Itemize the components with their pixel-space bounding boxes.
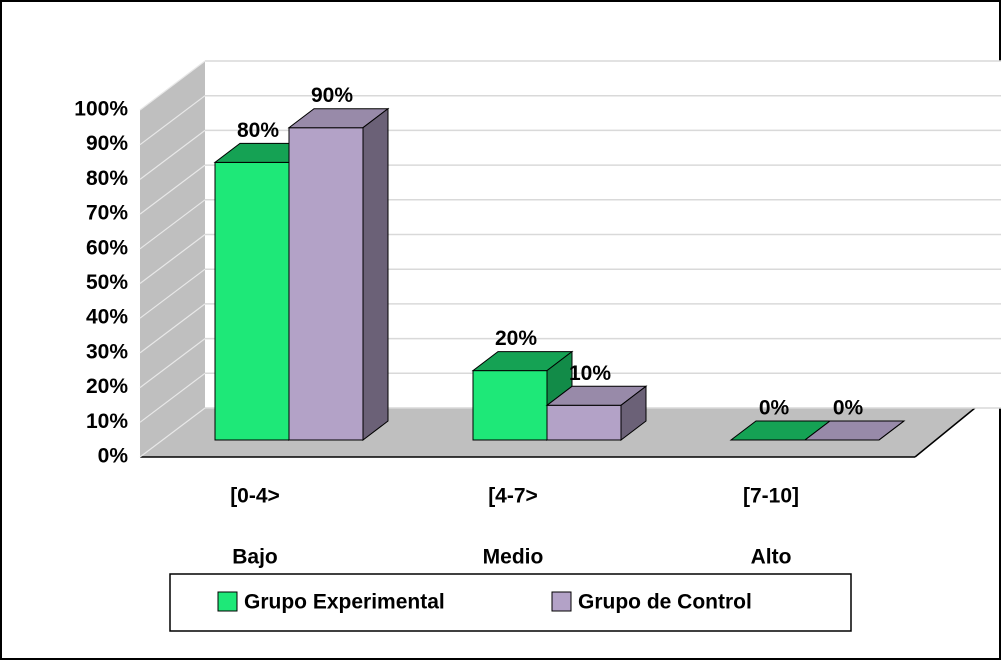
- legend-swatch: [551, 591, 572, 612]
- y-tick-label: 90%: [86, 132, 128, 155]
- bar-front: [214, 161, 290, 441]
- x-tick-label: [4-7>: [488, 485, 538, 508]
- bar-side: [878, 420, 905, 441]
- grid-line: [139, 164, 206, 215]
- floor-edge: [914, 407, 976, 458]
- grid-line: [139, 407, 206, 458]
- bar-front: [546, 404, 622, 441]
- data-label: 0%: [759, 397, 790, 420]
- x-tick-label: Medio: [483, 546, 544, 569]
- y-tick-label: 20%: [86, 375, 128, 398]
- data-label: 10%: [569, 362, 611, 385]
- data-label: 80%: [237, 119, 279, 142]
- x-tick-label: [0-4>: [230, 485, 280, 508]
- y-tick-label: 100%: [74, 98, 128, 121]
- x-tick-label: [7-10]: [743, 485, 799, 508]
- legend-label: Grupo de Control: [578, 591, 752, 614]
- y-tick-label: 60%: [86, 236, 128, 259]
- legend-swatch: [217, 591, 238, 612]
- x-tick-label: Bajo: [232, 546, 278, 569]
- y-tick-label: 70%: [86, 202, 128, 225]
- grid-line: [139, 129, 206, 180]
- grid-line: [139, 234, 206, 284]
- bar-side: [362, 107, 389, 442]
- y-tick-label: 10%: [86, 410, 128, 433]
- grid-line: [139, 268, 206, 319]
- grid-line: [139, 338, 206, 389]
- data-label: 0%: [833, 397, 864, 420]
- grid-line: [139, 60, 206, 111]
- y-tick-label: 30%: [86, 340, 128, 363]
- y-tick-label: 50%: [86, 271, 128, 294]
- data-label: 20%: [495, 327, 537, 350]
- bar-side: [620, 385, 647, 442]
- data-label: 90%: [311, 84, 353, 107]
- y-tick-label: 0%: [98, 445, 129, 468]
- y-tick-label: 40%: [86, 306, 128, 329]
- grid-line: [139, 95, 206, 146]
- bar-front: [472, 370, 548, 441]
- grid-line: [139, 372, 206, 423]
- legend-label: Grupo Experimental: [244, 591, 445, 614]
- bar-front: [288, 127, 364, 441]
- grid-line: [139, 303, 206, 354]
- x-tick-label: Alto: [751, 546, 792, 569]
- grid-line: [139, 199, 206, 250]
- y-tick-label: 80%: [86, 167, 128, 190]
- legend-box: [169, 573, 852, 632]
